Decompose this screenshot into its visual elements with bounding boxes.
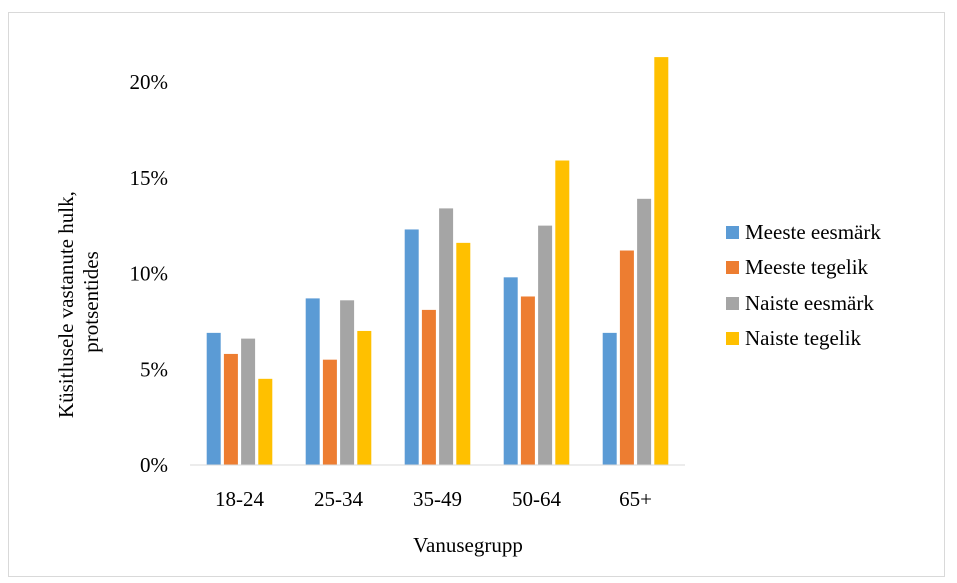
- bar: [619, 250, 634, 465]
- bar: [555, 160, 570, 465]
- legend-swatch: [726, 332, 739, 346]
- x-tick-label: 18-24: [215, 487, 264, 511]
- legend-label: Meeste tegelik: [745, 255, 869, 280]
- x-tick-label: 35-49: [413, 487, 462, 511]
- y-tick-label: 0%: [140, 453, 168, 477]
- y-axis-title-line-1: Küsitlusele vastanute hulk,: [54, 191, 78, 418]
- bar: [223, 353, 238, 465]
- bar: [206, 332, 221, 465]
- legend-label: Naiste eesmärk: [745, 290, 874, 315]
- y-axis-title: Küsitlusele vastanute hulk, protsentides: [54, 186, 103, 418]
- bar: [357, 330, 372, 465]
- y-tick-label: 15%: [130, 166, 169, 190]
- bar: [340, 300, 355, 465]
- x-tick-label: 65+: [619, 487, 652, 511]
- bar: [602, 332, 617, 465]
- bar: [421, 309, 436, 465]
- legend-item: Meeste eesmärk: [726, 215, 881, 250]
- legend-label: Meeste eesmärk: [745, 220, 881, 245]
- legend-swatch: [726, 261, 739, 275]
- y-tick-label: 20%: [130, 70, 169, 94]
- bar: [520, 296, 535, 465]
- bar: [404, 229, 419, 465]
- legend-item: Naiste eesmärk: [726, 286, 881, 321]
- legend-swatch: [726, 296, 739, 310]
- x-tick-label: 50-64: [512, 487, 561, 511]
- chart-area: [8, 12, 945, 577]
- bars: [206, 57, 669, 465]
- bar: [305, 298, 320, 465]
- bar: [456, 242, 471, 465]
- bar: [538, 225, 553, 465]
- bar: [241, 338, 256, 465]
- legend: Meeste eesmärk Meeste tegelik Naiste eesmä…: [726, 215, 881, 356]
- legend-label: Naiste tegelik: [745, 326, 862, 351]
- legend-item: Meeste tegelik: [726, 250, 881, 285]
- y-axis-ticks: 0% 5% 10% 15% 20%: [130, 70, 169, 477]
- bar: [637, 198, 652, 465]
- bar: [258, 378, 273, 465]
- y-axis-title-line-2: protsentides: [79, 251, 103, 352]
- y-tick-label: 10%: [130, 262, 169, 286]
- bar: [439, 208, 454, 465]
- legend-item: Naiste tegelik: [726, 321, 881, 356]
- x-axis-title: Vanusegrupp: [413, 533, 523, 557]
- x-tick-label: 25-34: [314, 487, 363, 511]
- bar: [503, 277, 518, 465]
- legend-swatch: [726, 226, 739, 240]
- x-axis-ticks: 18-24 25-34 35-49 50-64 65+: [215, 487, 652, 511]
- bar: [654, 57, 669, 465]
- y-tick-label: 5%: [140, 357, 168, 381]
- bar: [322, 359, 337, 465]
